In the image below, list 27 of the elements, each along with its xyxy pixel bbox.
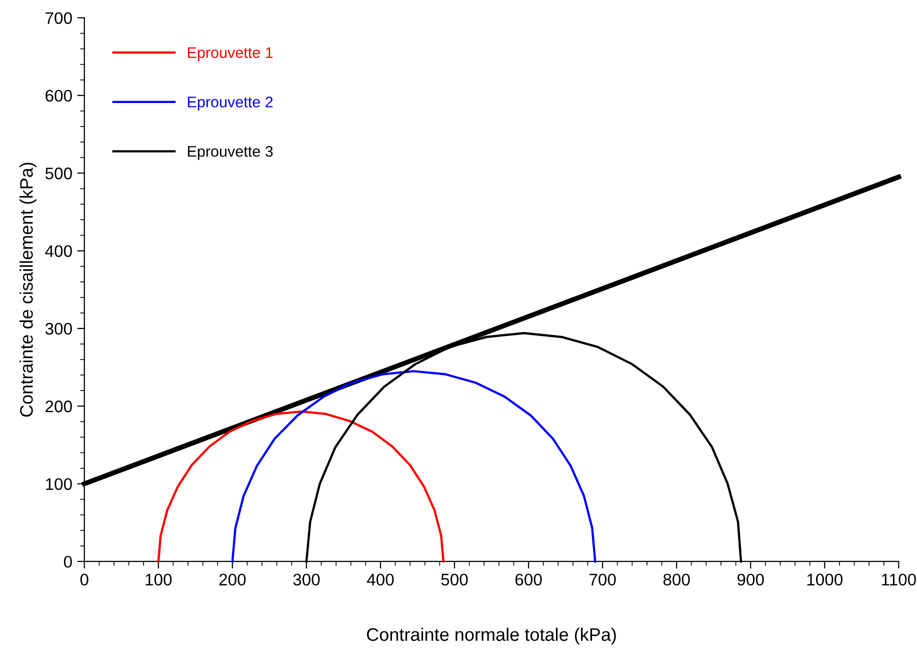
- y-axis-title: Contrainte de cisaillement (kPa): [20, 162, 36, 417]
- x-tick-label: 300: [293, 574, 320, 586]
- y-tick-label: 600: [46, 90, 72, 102]
- legend-label: Eprouvette 2: [188, 96, 273, 110]
- x-tick-label: 0: [80, 574, 88, 586]
- y-tick-label: 100: [46, 478, 72, 490]
- y-tick-label: 500: [45, 168, 72, 180]
- x-tick-label: 700: [590, 574, 616, 586]
- y-tick-label: 300: [45, 322, 72, 335]
- y-tick-label: 700: [46, 12, 72, 24]
- y-tick-label: 0: [64, 556, 72, 568]
- y-tick-label: 400: [45, 245, 72, 257]
- line-series: [157, 410, 445, 563]
- x-axis-title: Contrainte normale totale (kPa): [366, 628, 616, 645]
- legend-label: Eprouvette 1: [188, 47, 273, 62]
- x-tick-label: 500: [441, 574, 468, 586]
- x-tick-label: 200: [219, 574, 246, 586]
- x-tick-label: 100: [146, 574, 172, 586]
- x-tick-label: 1100: [882, 574, 916, 586]
- line-series: [231, 370, 596, 563]
- y-tick-label: 200: [46, 400, 72, 412]
- legend-label: Eprouvette 3: [188, 146, 273, 160]
- x-tick-label: 800: [663, 574, 690, 586]
- x-tick-label: 400: [366, 574, 394, 586]
- x-tick-label: 1000: [807, 574, 843, 586]
- x-tick-label: 900: [737, 574, 764, 586]
- x-tick-label: 600: [515, 574, 542, 586]
